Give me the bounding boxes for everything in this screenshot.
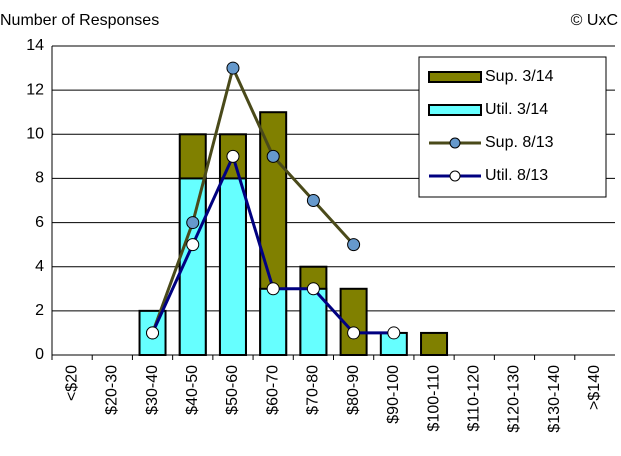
y-tick-label: 0 (35, 346, 44, 363)
marker (306, 194, 320, 207)
marker (306, 282, 320, 296)
x-tick-label: $60-70 (264, 365, 281, 415)
x-tick-label: <$20 (63, 365, 80, 401)
marker (186, 216, 200, 230)
bar (218, 177, 247, 356)
marker (347, 326, 361, 340)
y-tick-label: 14 (26, 37, 44, 54)
marker (347, 238, 361, 252)
x-tick-label: $90-100 (385, 365, 402, 424)
legend-swatch (428, 104, 482, 116)
x-tick-label: $110-120 (465, 365, 482, 432)
legend-marker (449, 137, 461, 149)
y-axis-label: Number of Responses (0, 12, 159, 29)
y-tick-label: 10 (26, 126, 44, 143)
marker (226, 149, 240, 163)
x-tick-label: $50-60 (224, 365, 241, 415)
x-tick-label: $70-80 (305, 365, 322, 415)
legend-label: Util. 8/13 (485, 167, 548, 184)
x-tick-label: $80-90 (345, 365, 362, 415)
x-tick-label: $20-30 (104, 365, 121, 415)
marker (226, 61, 240, 75)
marker (146, 326, 160, 340)
x-tick-label: $100-110 (425, 365, 442, 432)
copyright: © UxC (571, 12, 618, 29)
bar (420, 331, 449, 356)
legend: Sup. 3/14 Util. 3/14 Sup. 8/13 Util. 8/13 (418, 56, 607, 198)
legend-swatch (428, 71, 482, 83)
marker (266, 282, 280, 296)
marker (387, 326, 401, 340)
y-tick-label: 8 (35, 170, 44, 187)
legend-label: Sup. 3/14 (485, 68, 554, 85)
marker (266, 149, 280, 163)
x-tick-label: $40-50 (184, 365, 201, 415)
x-tick-label: >$140 (586, 365, 603, 410)
legend-label: Sup. 8/13 (485, 134, 554, 151)
bar (259, 287, 288, 356)
legend-label: Util. 3/14 (485, 101, 548, 118)
y-tick-label: 2 (35, 302, 44, 319)
y-tick-label: 4 (35, 258, 44, 275)
x-tick-label: $30-40 (144, 365, 161, 415)
x-tick-label: $130-140 (546, 365, 563, 433)
legend-marker (449, 170, 461, 182)
x-tick-label: $120-130 (506, 365, 523, 433)
y-tick-label: 12 (26, 81, 44, 98)
y-tick-label: 6 (35, 214, 44, 231)
line (151, 63, 355, 334)
marker (186, 238, 200, 252)
